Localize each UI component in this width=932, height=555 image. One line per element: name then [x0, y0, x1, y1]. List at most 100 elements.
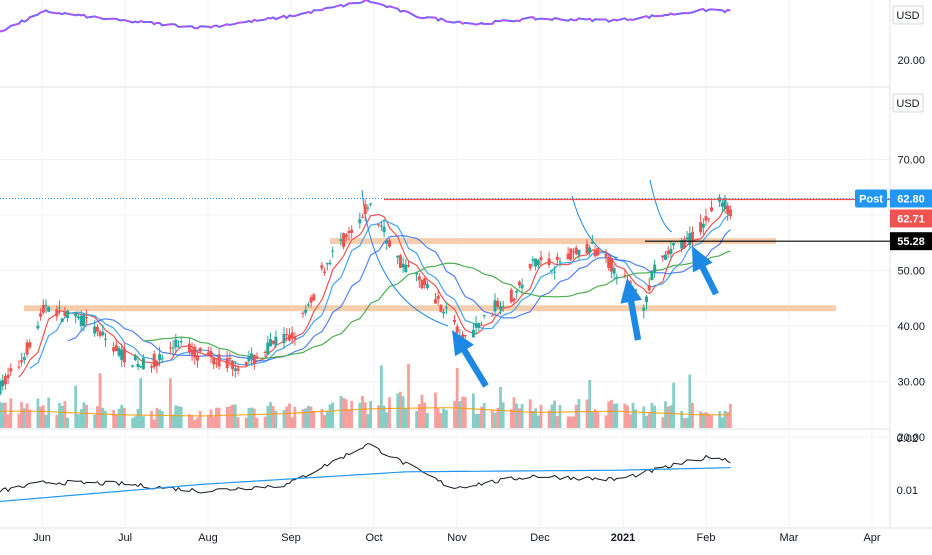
volume-bar	[123, 407, 126, 428]
volume-bar	[58, 403, 61, 428]
candle-body	[401, 263, 405, 268]
candle-body	[36, 325, 40, 329]
volume-bar	[518, 408, 521, 428]
candle-body	[274, 336, 278, 346]
candlestick-series	[0, 193, 732, 396]
volume-bar	[79, 409, 83, 428]
volume-bar	[98, 373, 102, 428]
volume-bar	[453, 401, 456, 428]
support-zones	[24, 238, 836, 312]
price-tick-label: 50.00	[897, 266, 925, 278]
volume-bar	[4, 402, 7, 428]
volume-bar	[426, 413, 429, 428]
volume-bar	[718, 411, 721, 428]
candle-body	[139, 366, 143, 368]
volume-bar	[461, 396, 464, 428]
candle-body	[320, 265, 324, 269]
candle-body	[95, 326, 99, 332]
volume-bar	[0, 402, 2, 428]
candle-body	[493, 300, 497, 312]
pane-separators	[0, 0, 891, 528]
volume-bar	[158, 409, 161, 428]
candle-body	[607, 257, 611, 268]
candle-body	[653, 264, 657, 273]
candle-body	[282, 334, 286, 344]
candle-body	[328, 262, 332, 265]
candle-body	[482, 315, 486, 316]
volume-bar	[193, 419, 197, 428]
candle-body	[501, 306, 505, 308]
volume-bar	[1, 403, 5, 428]
volume-bar	[607, 401, 611, 428]
candle-body	[558, 261, 562, 263]
volume-bar	[236, 417, 240, 428]
candle-body	[382, 226, 386, 233]
moving-average-slow	[143, 250, 731, 359]
currency-badge-main-text: USD	[896, 98, 919, 110]
volume-bar	[672, 382, 675, 428]
candle-body	[20, 360, 24, 363]
candle-body	[168, 347, 172, 349]
volume-bar	[577, 399, 581, 428]
volume-bar	[112, 410, 115, 428]
candle-body	[377, 224, 381, 226]
candle-body	[363, 204, 367, 214]
volume-bar	[231, 404, 234, 428]
candle-body	[672, 243, 676, 246]
time-tick-label: Mar	[780, 532, 799, 544]
volume-bar	[39, 406, 42, 428]
volume-bar	[407, 363, 410, 428]
volume-bar	[385, 412, 389, 428]
candle-body	[306, 304, 310, 306]
candle-body	[569, 248, 573, 260]
volume-bar	[228, 406, 232, 428]
candle-body	[179, 341, 183, 343]
post-tag-bg	[855, 189, 887, 208]
volume-bar	[691, 402, 694, 428]
candle-body	[404, 264, 408, 273]
candle-body	[664, 254, 667, 260]
level-value-label: 55.28	[897, 236, 925, 248]
close-price-tag: 62.71	[890, 209, 932, 228]
candle-body	[634, 289, 638, 292]
volume-bar	[120, 404, 124, 428]
volume-bar	[434, 392, 437, 428]
volume-bar	[117, 408, 121, 428]
volume-bar	[198, 410, 202, 428]
candle-body	[212, 357, 216, 365]
post-value-label: 62.80	[897, 193, 925, 205]
candle-body	[710, 207, 713, 212]
volume-bar	[320, 409, 324, 428]
volume-bar	[550, 404, 554, 428]
volume-bar	[169, 378, 172, 428]
volume-bar	[528, 399, 532, 428]
candle-body	[609, 258, 613, 272]
candle-body	[642, 307, 646, 311]
volume-bar	[474, 414, 478, 428]
volume-bar	[558, 405, 562, 428]
currency-badge-main-bg	[892, 93, 924, 113]
volume-bar	[520, 404, 524, 428]
candle-body	[407, 265, 410, 267]
volume-bar	[666, 406, 670, 428]
volume-bar	[688, 374, 692, 428]
candle-body	[82, 314, 86, 327]
candle-body	[39, 313, 43, 317]
volume-bar	[133, 416, 137, 428]
post-tag-label: Post	[859, 193, 883, 205]
candle-body	[531, 259, 535, 261]
volume-bar	[585, 399, 589, 428]
candle-body	[136, 363, 140, 367]
volume-bar	[131, 418, 134, 428]
volume-bar	[380, 365, 383, 428]
volume-bar	[36, 398, 40, 428]
volume-bar	[244, 417, 248, 428]
time-tick-label: Jul	[118, 532, 132, 544]
time-axis: Jun Jul Aug Sep Oct Nov Dec 2021 Feb Mar Apr	[0, 527, 932, 544]
candle-body	[44, 305, 48, 307]
price-tick-label: 70.00	[897, 155, 925, 167]
volume-bar	[445, 410, 448, 428]
candle-body	[131, 365, 135, 367]
volume-bar	[47, 397, 51, 428]
